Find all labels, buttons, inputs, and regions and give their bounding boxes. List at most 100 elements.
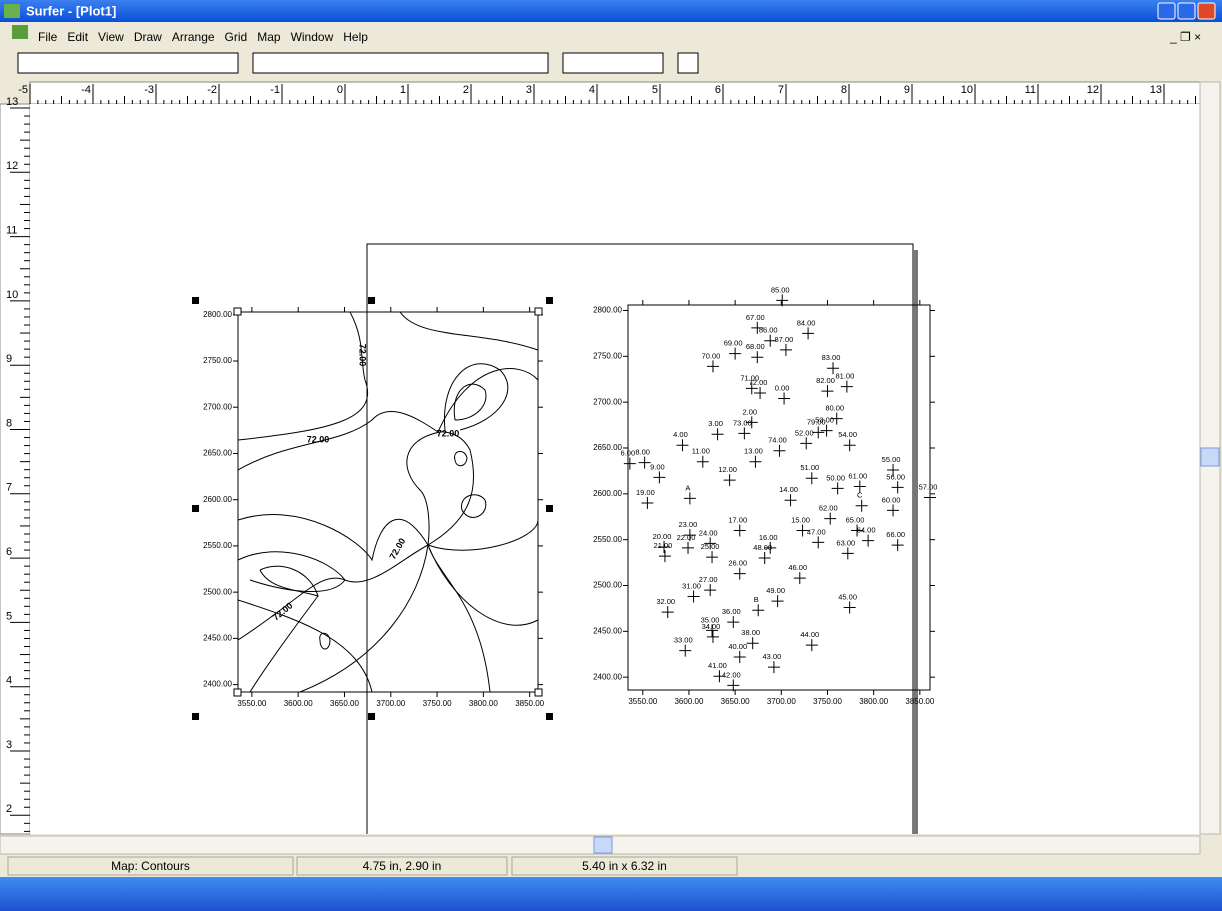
ruler-label: 10 xyxy=(961,84,973,96)
y-tick-label: 2500.00 xyxy=(203,587,232,596)
handle[interactable] xyxy=(546,505,553,512)
toolbar-group[interactable] xyxy=(18,53,238,73)
ruler-label: 6 xyxy=(715,84,721,96)
menu-item[interactable]: Grid xyxy=(225,30,248,44)
post-label: 60.00 xyxy=(882,495,901,504)
handle[interactable] xyxy=(192,297,199,304)
y-tick-label: 2400.00 xyxy=(203,680,232,689)
post-label: 72.00 xyxy=(749,378,768,387)
post-label: 31.00 xyxy=(682,581,701,590)
post-label: 4.00 xyxy=(673,430,688,439)
x-tick-label: 3750.00 xyxy=(813,697,842,706)
x-tick-label: 3600.00 xyxy=(674,697,703,706)
ruler-label: -5 xyxy=(18,84,28,96)
menu-item[interactable]: Arrange xyxy=(172,30,215,44)
menu-item[interactable]: Edit xyxy=(67,30,88,44)
y-tick-label: 2800.00 xyxy=(593,306,622,315)
post-label: 52.00 xyxy=(795,428,814,437)
ruler-label: 2 xyxy=(463,84,469,96)
ruler-label: 3 xyxy=(526,84,532,96)
vertical-ruler xyxy=(0,104,30,834)
scroll-thumb[interactable] xyxy=(594,837,612,853)
post-label: 0.00 xyxy=(775,383,790,392)
post-label: 86.00 xyxy=(759,326,778,335)
corner-handle[interactable] xyxy=(535,689,542,696)
maximize-button[interactable] xyxy=(1178,3,1195,19)
post-label: 3.00 xyxy=(708,419,723,428)
x-tick-label: 3850.00 xyxy=(905,697,934,706)
corner-handle[interactable] xyxy=(535,308,542,315)
help-button[interactable] xyxy=(678,53,698,73)
status-bar: Map: Contours4.75 in, 2.90 in5.40 in x 6… xyxy=(8,857,737,875)
post-label: 34.00 xyxy=(702,622,721,631)
post-label: 54.00 xyxy=(838,430,857,439)
post-label: 48.00 xyxy=(753,543,772,552)
post-label: 40.00 xyxy=(728,642,747,651)
ruler-label: 8 xyxy=(6,417,12,429)
window-title: Surfer - [Plot1] xyxy=(26,3,116,18)
status-text: 4.75 in, 2.90 in xyxy=(363,859,442,873)
menu-item[interactable]: Help xyxy=(343,30,368,44)
menu-item[interactable]: View xyxy=(98,30,124,44)
ruler-label: 3 xyxy=(6,739,12,751)
y-tick-label: 2450.00 xyxy=(593,626,622,635)
mdi-controls[interactable]: _ ❐ × xyxy=(1169,30,1201,44)
ruler-label: 4 xyxy=(6,675,12,687)
x-tick-label: 3700.00 xyxy=(767,697,796,706)
post-label: 25.00 xyxy=(701,542,720,551)
post-label: 84.00 xyxy=(797,318,816,327)
post-label: 50.00 xyxy=(826,473,845,482)
handle[interactable] xyxy=(368,297,375,304)
contour-label: 72.00 xyxy=(307,434,330,444)
post-label: 83.00 xyxy=(822,353,841,362)
screen: startA.S.H.M.S.D.S..C.U.12:15 AM Surfer … xyxy=(0,0,1222,911)
post-label: 8.00 xyxy=(635,448,650,457)
corner-handle[interactable] xyxy=(234,308,241,315)
handle[interactable] xyxy=(368,713,375,720)
post-label: 20.00 xyxy=(653,532,672,541)
corner-handle[interactable] xyxy=(234,689,241,696)
y-tick-label: 2800.00 xyxy=(203,310,232,319)
ruler-label: 10 xyxy=(6,289,18,301)
workspace xyxy=(30,104,1200,834)
x-tick-label: 3700.00 xyxy=(376,699,405,708)
post-label: 12.00 xyxy=(718,465,737,474)
post-label: 14.00 xyxy=(779,485,798,494)
post-label: 67.00 xyxy=(746,313,765,322)
menu-item[interactable]: Window xyxy=(291,30,334,44)
post-label: 44.00 xyxy=(800,630,819,639)
handle[interactable] xyxy=(546,713,553,720)
ruler-label: -2 xyxy=(207,84,217,96)
scroll-thumb[interactable] xyxy=(1201,448,1219,466)
handle[interactable] xyxy=(192,713,199,720)
toolbar-group[interactable] xyxy=(563,53,663,73)
ruler-label: 8 xyxy=(841,84,847,96)
menu-item[interactable]: File xyxy=(38,30,58,44)
post-label: 66.00 xyxy=(886,530,905,539)
menu-item[interactable]: Draw xyxy=(134,30,162,44)
ruler-label: 5 xyxy=(6,610,12,622)
menu-item[interactable]: Map xyxy=(257,30,281,44)
handle[interactable] xyxy=(546,297,553,304)
x-tick-label: 3550.00 xyxy=(628,697,657,706)
post-label: 69.00 xyxy=(724,339,743,348)
minimize-button[interactable] xyxy=(1158,3,1175,19)
x-tick-label: 3650.00 xyxy=(330,699,359,708)
x-tick-label: 3800.00 xyxy=(859,697,888,706)
post-label: 26.00 xyxy=(728,559,747,568)
post-label: 11.00 xyxy=(692,447,710,456)
ruler-label: 6 xyxy=(6,546,12,558)
ruler-label: 7 xyxy=(778,84,784,96)
handle[interactable] xyxy=(192,505,199,512)
toolbar-group[interactable] xyxy=(253,53,548,73)
post-label: 65.00 xyxy=(846,515,865,524)
post-label: 82.00 xyxy=(816,376,835,385)
status-text: 5.40 in x 6.32 in xyxy=(582,859,667,873)
window-controls[interactable] xyxy=(1158,3,1215,19)
post-label: C xyxy=(857,491,863,500)
post-label: 41.00 xyxy=(708,661,727,670)
close-button[interactable] xyxy=(1198,3,1215,19)
x-tick-label: 3800.00 xyxy=(469,699,498,708)
taskbar xyxy=(0,877,1222,911)
post-label: 56.00 xyxy=(886,472,905,481)
